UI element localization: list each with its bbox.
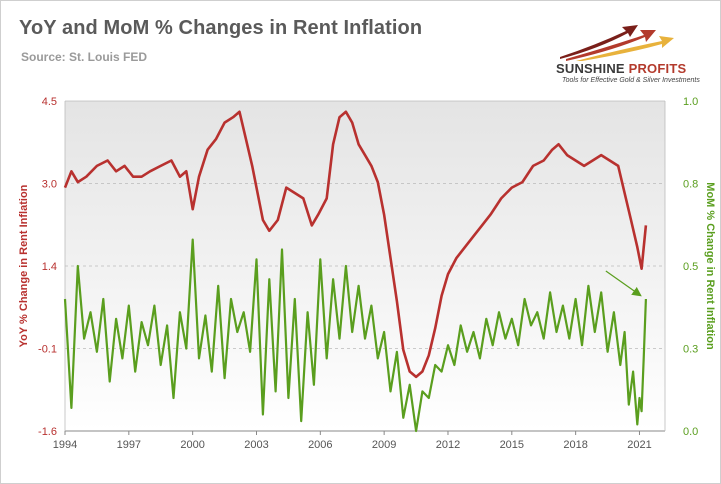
annotation-arrow xyxy=(605,270,642,297)
yoy-series-line xyxy=(63,110,648,379)
y-tick-label-left: 1.4 xyxy=(42,261,57,273)
logo-arrows-icon xyxy=(560,25,674,62)
logo-word-main: SUNSHINE xyxy=(556,61,625,76)
y-axis-title-right: MoM % Change in Rent Inflation xyxy=(704,182,716,350)
y-axis-title-left: YoY % Change in Rent Inflation xyxy=(18,184,30,347)
logo-tagline: Tools for Effective Gold & Silver Invest… xyxy=(562,77,700,84)
x-tick-label: 1997 xyxy=(117,439,141,451)
x-tick-label: 2015 xyxy=(500,439,524,451)
y-tick-label-right: 1.0 xyxy=(683,96,698,108)
logo-word-accent: PROFITS xyxy=(628,61,687,76)
x-tick-label: 1994 xyxy=(53,439,77,451)
axis-ticks: 4.5 1.0 3.0 0.8 1.4 0.5 -0.1 0.3 -1.6 0.0 1994 1997… xyxy=(38,96,698,451)
y-tick-label-right: 0.0 xyxy=(683,426,698,438)
y-tick-label-right: 0.5 xyxy=(683,261,698,273)
x-tick-label: 2018 xyxy=(563,439,587,451)
y-tick-label-left: 3.0 xyxy=(42,179,57,191)
x-tick-label: 2012 xyxy=(436,439,460,451)
x-tick-label: 2003 xyxy=(244,439,268,451)
y-tick-label-left: -0.1 xyxy=(38,344,57,356)
y-tick-label-right: 0.3 xyxy=(683,344,698,356)
grid-lines xyxy=(64,100,666,432)
chart-source: Source: St. Louis FED xyxy=(21,50,148,64)
y-tick-label-left: -1.6 xyxy=(38,426,57,438)
x-tick-label: 2009 xyxy=(372,439,396,451)
mom-series-line xyxy=(63,238,647,433)
x-tick-label: 2006 xyxy=(308,439,332,451)
chart-title: YoY and MoM % Changes in Rent Inflation xyxy=(19,17,423,39)
series-lines xyxy=(63,110,648,433)
x-tick-label: 2000 xyxy=(180,439,204,451)
sunshine-profits-logo: SUNSHINE PROFITS Tools for Effective Gol… xyxy=(556,21,706,91)
logo-wordmark: SUNSHINE PROFITS xyxy=(556,61,686,76)
x-tick-label: 2021 xyxy=(627,439,651,451)
y-tick-label-right: 0.8 xyxy=(683,179,698,191)
y-tick-label-left: 4.5 xyxy=(42,96,57,108)
